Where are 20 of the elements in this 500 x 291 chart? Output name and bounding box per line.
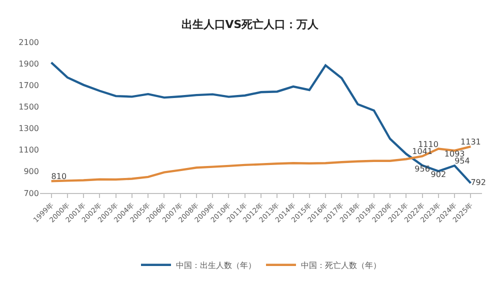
y-tick-label: 1100 xyxy=(18,146,39,155)
data-label: 792 xyxy=(470,178,486,188)
data-label: 954 xyxy=(454,156,470,166)
data-label: 902 xyxy=(430,170,446,180)
data-label: 810 xyxy=(51,172,67,182)
y-tick-label: 1900 xyxy=(18,59,39,68)
y-tick-label: 1300 xyxy=(18,124,39,134)
data-label: 1041 xyxy=(412,147,432,156)
legend-label: 中国：死亡人数（年） xyxy=(301,261,381,270)
y-tick-label: 2100 xyxy=(18,38,39,47)
y-tick-label: 900 xyxy=(24,167,39,176)
data-label: 1110 xyxy=(418,140,438,149)
y-tick-label: 700 xyxy=(24,188,39,198)
legend-label: 中国：出生人数（年） xyxy=(176,261,256,270)
data-label: 1093 xyxy=(444,150,465,159)
data-label: 1131 xyxy=(460,138,481,147)
y-tick-label: 1500 xyxy=(18,102,39,112)
chart-title: 出生人口VS死亡人口：万人 xyxy=(181,18,320,32)
data-label: 956 xyxy=(414,164,430,174)
y-tick-label: 1700 xyxy=(18,80,39,90)
